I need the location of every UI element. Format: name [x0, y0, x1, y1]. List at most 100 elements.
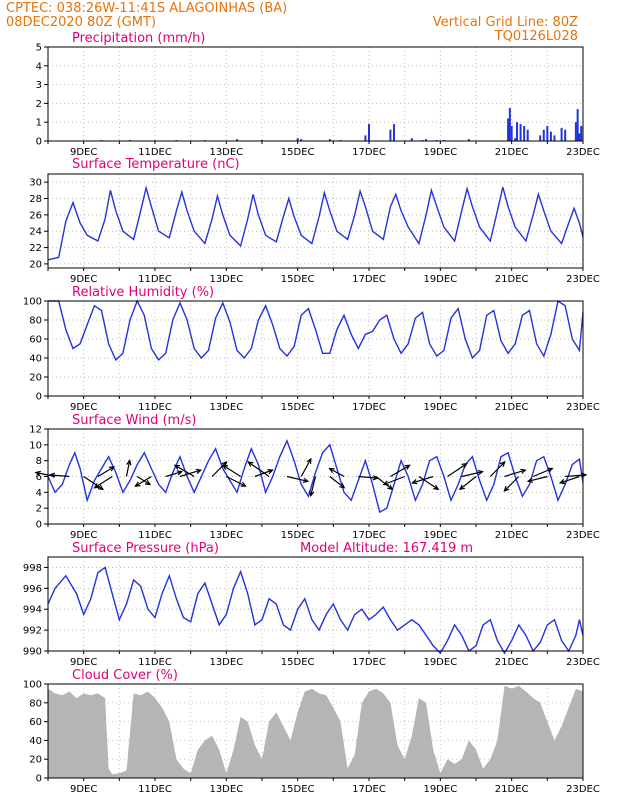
precip-bar [574, 122, 577, 141]
precip-bar [514, 138, 517, 141]
pres-ytick-label: 996 [23, 584, 42, 595]
precip-bar [560, 127, 563, 141]
precip-ytick-label: 1 [36, 118, 42, 129]
precip-bar [580, 125, 583, 141]
rh-xtick-label: 19DEC [423, 402, 457, 413]
pressure-panel: Surface Pressure (hPa) Model Altitude: 1… [23, 541, 600, 668]
cloud-xtick-label: 9DEC [70, 784, 97, 795]
wind-xtick-label: 21DEC [495, 530, 529, 541]
cloud-xtick-label: 19DEC [423, 784, 457, 795]
wind-xtick-label: 19DEC [423, 530, 457, 541]
cloud-frame [47, 683, 584, 779]
wind-ytick-label: 6 [36, 472, 42, 483]
rh-ytick-label: 20 [29, 373, 42, 384]
precip-bar [523, 125, 526, 141]
wind-arrow [418, 476, 440, 491]
cloud-xtick-label: 11DEC [138, 784, 172, 795]
precip-bar [467, 139, 470, 141]
temp-xtick-label: 23DEC [566, 274, 600, 285]
cloud-cover-panel: Cloud Cover (%) 0 20 40 60 80 100 9DEC 11DEC 13D… [23, 668, 600, 795]
precip-bar [508, 108, 511, 141]
wind-arrow [526, 475, 548, 483]
pres-xtick-label: 17DEC [352, 657, 386, 668]
precip-bar [389, 129, 392, 141]
wind-arrow [328, 467, 345, 478]
wind-arrow [48, 472, 70, 478]
cloud-xtick-label: 15DEC [281, 784, 315, 795]
rh-ytick-label: 60 [29, 335, 42, 346]
rh-xtick-label: 13DEC [209, 402, 243, 413]
wind-arrow [309, 476, 317, 498]
rh-frame [47, 300, 584, 397]
temp-ytick-label: 28 [29, 194, 42, 205]
precip-xtick-label: 23DEC [566, 147, 600, 158]
wind-series-line [47, 439, 584, 514]
wind-arrow [558, 475, 580, 485]
pres-xtick-label: 23DEC [566, 657, 600, 668]
wind-arrow [447, 462, 468, 477]
pres-xtick-label: 19DEC [423, 657, 457, 668]
wind-xtick-label: 13DEC [209, 530, 243, 541]
precip-ytick-label: 4 [36, 61, 42, 72]
precip-ytick-label: 0 [36, 137, 42, 148]
cloud-xtick-label: 13DEC [209, 784, 243, 795]
pres-series-line [47, 566, 584, 655]
cloud-xtick-label: 17DEC [352, 784, 386, 795]
temp-xtick-label: 21DEC [495, 274, 529, 285]
wind-ytick-label: 10 [29, 440, 42, 451]
header-model: TQ0126L028 [494, 29, 578, 44]
precip-bar [576, 109, 579, 141]
temp-xtick-label: 19DEC [423, 274, 457, 285]
wind-arrow [390, 464, 411, 478]
wind-arrow [300, 457, 312, 477]
wind-arrow [489, 461, 506, 477]
pres-xtick-label: 15DEC [281, 657, 315, 668]
header-grid-line: Vertical Grid Line: 80Z [433, 15, 578, 30]
precip-xtick-label: 15DEC [281, 147, 315, 158]
wind-arrow [93, 475, 113, 489]
temp-ytick-label: 30 [29, 178, 42, 189]
temperature-title: Surface Temperature (nC) [72, 157, 240, 172]
rh-xtick-label: 15DEC [281, 402, 315, 413]
wind-arrow [179, 468, 203, 478]
wind-xtick-label: 15DEC [281, 530, 315, 541]
cloud-ytick-label: 0 [36, 774, 42, 785]
wind-arrow [83, 476, 105, 491]
pres-xtick-label: 21DEC [495, 657, 529, 668]
wind-xtick-label: 23DEC [566, 530, 600, 541]
header-date: 08DEC2020 80Z (GMT) [6, 15, 156, 30]
wind-xtick-label: 9DEC [70, 530, 97, 541]
wind-arrow [173, 464, 195, 478]
pres-ytick-label: 990 [23, 647, 42, 658]
precip-bar [300, 139, 303, 141]
precip-xtick-label: 9DEC [70, 147, 97, 158]
wind-arrow [125, 459, 132, 477]
pres-xtick-label: 13DEC [209, 657, 243, 668]
wind-title: Surface Wind (m/s) [72, 413, 196, 428]
rh-ytick-label: 0 [36, 392, 42, 403]
temp-frame [47, 173, 584, 269]
wind-ytick-label: 2 [36, 504, 42, 515]
wind-arrow [97, 466, 116, 478]
wind-ytick-label: 4 [36, 488, 42, 499]
temp-xtick-label: 9DEC [70, 274, 97, 285]
wind-frame [47, 428, 584, 525]
pressure-title: Surface Pressure (hPa) [72, 541, 219, 556]
cloud-cover-title: Cloud Cover (%) [72, 668, 178, 683]
temp-ytick-label: 22 [29, 243, 42, 254]
wind-arrow [211, 461, 228, 477]
precip-bar [364, 135, 367, 141]
precip-xtick-label: 19DEC [423, 147, 457, 158]
wind-arrow [411, 475, 434, 485]
wind-ytick-label: 12 [29, 425, 42, 436]
precipitation-title: Precipitation (mm/h) [72, 31, 205, 46]
wind-panel: Surface Wind (m/s) 0 2 4 6 8 10 12 9DEC 11DEC 13D… [29, 413, 600, 541]
temp-xtick-label: 17DEC [352, 274, 386, 285]
humidity-panel: Relative Humidity (%) 0 20 40 60 80 100 9DEC 11… [23, 285, 600, 413]
precip-bar [553, 135, 556, 141]
precip-bar [519, 124, 522, 141]
wind-arrow [504, 468, 527, 478]
precip-bar [526, 129, 529, 141]
cloud-ytick-label: 20 [29, 755, 42, 766]
